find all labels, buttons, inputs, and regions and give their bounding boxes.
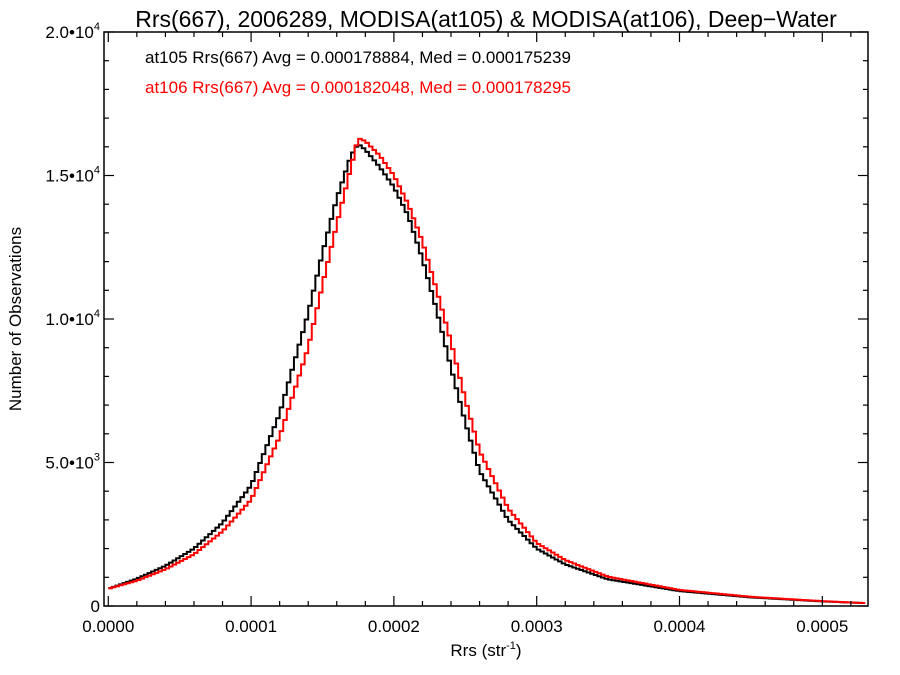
annotation-at106: at106 Rrs(667) Avg = 0.000182048, Med = … xyxy=(145,78,571,97)
y-axis-label: Number of Observations xyxy=(6,227,25,411)
y-axis-label-wrap: Number of Observations xyxy=(6,227,25,411)
x-axis-label: Rrs (str-1) xyxy=(450,640,521,660)
y-tick-label: 5.0•103 xyxy=(45,452,100,473)
x-axis-label-close: ) xyxy=(516,641,522,660)
series-line-at106 xyxy=(108,137,866,605)
y-tick-label-base: 5.0•10 xyxy=(45,454,94,473)
x-axis-label-main: Rrs (str xyxy=(450,641,506,660)
y-tick-label-base: 1.5•10 xyxy=(45,167,94,186)
x-tick-label: 0.0004 xyxy=(653,617,705,636)
y-tick-label-base: 2.0•10 xyxy=(45,23,94,42)
chart-title: Rrs(667), 2006289, MODISA(at105) & MODIS… xyxy=(135,6,837,32)
series-layer xyxy=(108,137,866,605)
plot-frame xyxy=(103,31,869,607)
y-tick-label-exponent: 4 xyxy=(94,308,100,320)
x-axis-label-exponent: -1 xyxy=(506,640,516,652)
series-line-at105 xyxy=(108,144,866,605)
x-tick-label: 0.0000 xyxy=(82,617,134,636)
y-tick-label: 1.5•104 xyxy=(45,165,100,186)
y-tick-label: 2.0•104 xyxy=(45,21,100,42)
x-tick-label: 0.0001 xyxy=(225,617,277,636)
y-tick-label: 1.0•104 xyxy=(45,308,100,329)
y-tick-label-exponent: 4 xyxy=(94,165,100,177)
x-tick-label: 0.0003 xyxy=(511,617,563,636)
x-tick-label: 0.0005 xyxy=(796,617,848,636)
annotation-at105: at105 Rrs(667) Avg = 0.000178884, Med = … xyxy=(145,48,571,67)
y-tick-label: 0 xyxy=(91,597,100,616)
y-tick-label-exponent: 4 xyxy=(94,21,100,33)
y-tick-label-base: 0 xyxy=(91,597,100,616)
y-tick-label-base: 1.0•10 xyxy=(45,310,94,329)
tick-layer: 0.0000 0.0001 0.0002 0.0003 0.0004 0.0005 0 5.0… xyxy=(45,21,868,636)
x-tick-label: 0.0002 xyxy=(368,617,420,636)
y-tick-label-exponent: 3 xyxy=(94,452,100,464)
